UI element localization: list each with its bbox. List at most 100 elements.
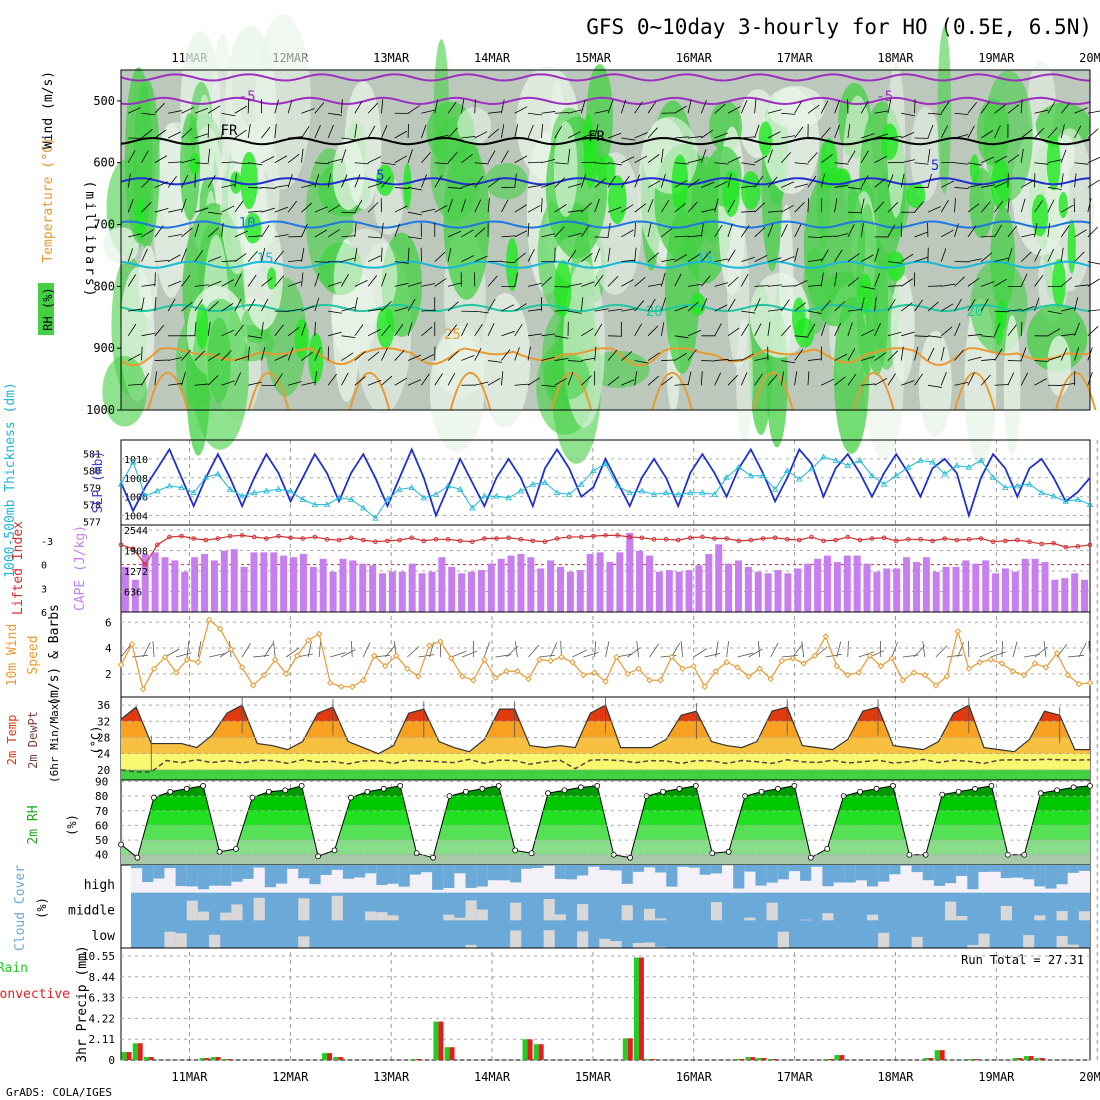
wind-marker [591,669,598,676]
wind-barb [514,173,517,188]
cloud-high-bar [409,865,421,875]
cape-bar [388,571,396,612]
wind-barb [168,161,183,164]
wind-barb [181,301,193,312]
cloud-high-bar [1011,865,1024,878]
wind-barb [447,301,459,312]
wind-barb [1047,187,1062,190]
wind-barb [501,199,509,213]
wind-barb [207,301,219,312]
rh-marker [397,782,404,789]
wind-barb [301,322,307,336]
cloud-row-label: middle [68,904,115,919]
wind-marker [349,683,356,690]
li-marker [893,538,899,544]
cape-bar [606,562,614,612]
surface-wind-barb [120,644,132,658]
wind-barb [354,376,366,386]
cape-bar [151,552,159,612]
cloud-mid-bar [465,900,477,921]
wind-barb [287,173,293,188]
cloud-high-bar [387,865,399,884]
series-marker [469,504,476,511]
wind-marker [943,673,951,680]
cloud-high-bar [677,865,689,867]
cape-tick: 636 [124,588,142,599]
wind-barb [927,347,935,361]
wind-barb [1034,109,1049,114]
wind-barb [261,346,266,361]
wind-barb [980,252,993,262]
rh-marker [528,850,535,857]
series-marker [771,485,779,492]
cloud-high-bar [354,865,366,878]
wind-barb [634,203,647,213]
wind-barb [1060,276,1073,287]
cloud-high-bar [1023,865,1035,880]
wind-barb [794,224,802,238]
wind-barb [660,272,666,287]
cloud-high-bar [621,865,633,884]
wind-barb [914,201,924,213]
wind-barb [634,155,648,164]
series-marker [263,487,270,494]
wind-barb [674,203,686,213]
wind-barb [408,211,422,216]
li-marker [155,542,160,548]
wind-barb [567,372,574,386]
wind-barb [1007,198,1010,213]
temp-tick: 20 [97,764,110,777]
surface-wind-barb [946,654,963,658]
cloud-mid-bar [643,908,656,921]
wind-barb [1034,360,1049,362]
wind-barb [927,285,942,287]
wind-barb [727,106,741,114]
wind-barb [141,346,143,361]
rh-marker [462,788,469,795]
wind-barb [461,182,475,188]
wind-barb [514,272,518,287]
series-marker [687,489,694,496]
rh-blob-high [1067,219,1076,274]
wind-barb [741,353,754,361]
cape-bar [804,563,812,612]
cloud-mid-bar [744,917,756,921]
wind-barb [328,158,342,164]
cloud-high-bar [521,865,533,869]
series-marker [565,491,573,497]
wind-barb [301,183,316,188]
precip-tick: 6.33 [89,992,116,1005]
li-tick: 0 [41,561,47,572]
wind-barb [541,384,556,387]
wind-barb [501,261,516,264]
wind-barb [954,349,964,361]
wind-barb [141,150,149,163]
wind-barb [474,323,483,337]
wind-barb [887,285,902,287]
wind-barb [1021,305,1035,312]
surface-wind-barb [693,648,708,658]
wind-barb [394,349,405,361]
wind-barb [381,300,392,312]
wind-barb [408,236,423,240]
cloud-high-bar [554,865,566,879]
cloud-high-bar [186,865,198,887]
rh-marker [512,847,519,854]
cape-bar [972,563,980,612]
li-marker [918,537,923,542]
cloud-high-bar [733,865,745,889]
li-marker [118,542,124,548]
precip-convective-bar [226,1059,232,1060]
series-marker [505,494,512,501]
wind-barb [647,375,659,386]
wind-barb [967,125,975,139]
rh-blob [1047,335,1072,397]
li-line [120,534,1091,566]
wind-barb [954,298,962,312]
wind-barb [274,206,289,213]
isotherm-label: 15 [696,251,713,267]
series-marker [202,474,209,480]
surface-wind-barb [550,642,558,658]
rh-marker [676,785,683,792]
